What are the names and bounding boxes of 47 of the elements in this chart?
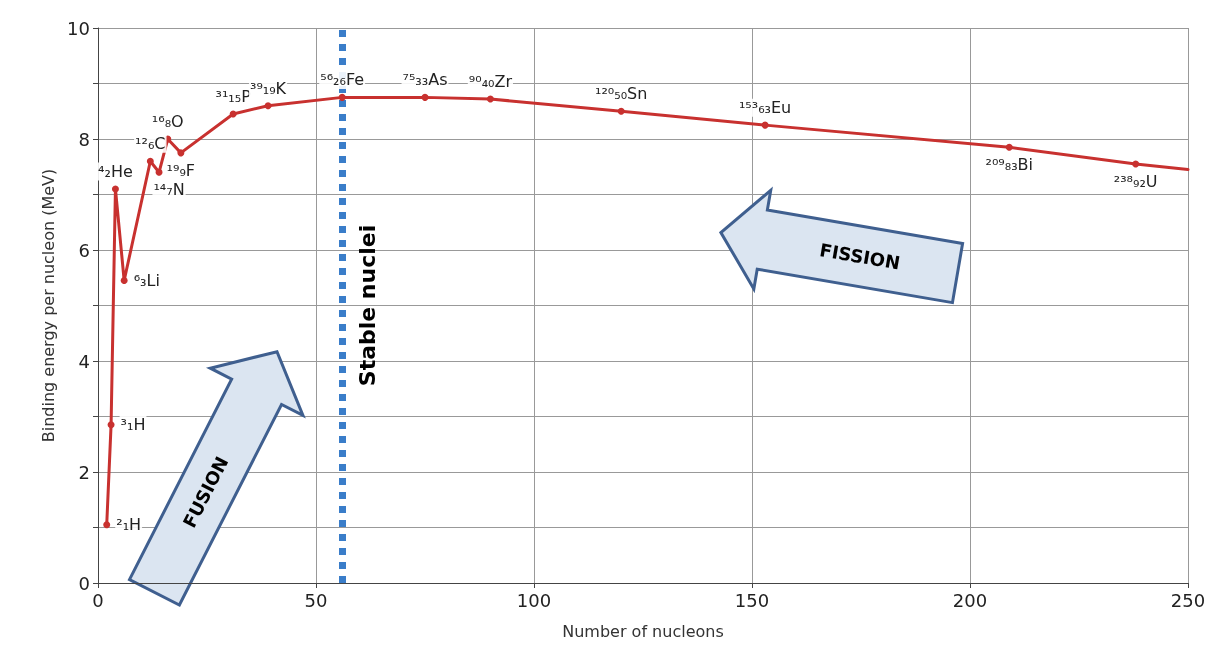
data-label: ²³⁸₉₂U (1113, 171, 1158, 191)
point (107, 421, 115, 429)
data-label: ²⁰⁹₈₃Bi (985, 155, 1033, 175)
y-tick-label: 10 (67, 17, 90, 39)
point (1005, 143, 1013, 151)
data-label: ³¹₁₅P (215, 87, 252, 107)
data-label: ³⁹₁₉K (249, 78, 287, 98)
y-tick-label: 2 (78, 461, 90, 483)
point (103, 521, 111, 529)
data-label: ¹⁶₈O (151, 112, 184, 131)
y-tick-label: 6 (78, 239, 90, 261)
data-label: ³₁H (120, 415, 146, 435)
point (111, 185, 119, 193)
x-tick-label: 50 (304, 589, 328, 611)
x-tick-label: 0 (92, 589, 104, 611)
point (264, 102, 272, 110)
data-label: ⁷⁵₃₃As (402, 70, 448, 90)
data-label: ⁵⁶₂₆Fe (320, 70, 365, 90)
point (617, 107, 625, 115)
data-label: ¹²₆C (135, 134, 166, 154)
y-tick-label: 8 (78, 128, 90, 150)
data-label: ⁶₃Li (133, 271, 160, 291)
data-label: ¹⁵³₆₃Eu (738, 98, 792, 118)
y-tick-label: 0 (78, 572, 90, 594)
x-tick-label: 100 (516, 589, 552, 611)
point (421, 93, 429, 101)
data-label: ⁴₂He (98, 161, 133, 181)
data-label: ¹²⁰₅₀Sn (595, 84, 648, 104)
y-tick-label: 4 (78, 350, 90, 372)
x-tick-label: 150 (734, 589, 770, 611)
point (120, 277, 128, 285)
annotation: FISSION (818, 239, 902, 274)
point (338, 93, 346, 101)
ref-line-label: Stable nuclei (354, 224, 380, 387)
point (146, 157, 154, 165)
data-label: ²₁H (116, 515, 142, 535)
point (177, 149, 185, 157)
point (1132, 160, 1140, 168)
y-axis-title: Binding energy per nucleon (MeV) (38, 168, 58, 443)
x-tick-label: 250 (1170, 589, 1206, 611)
x-tick-label: 200 (952, 589, 988, 611)
point (486, 95, 494, 103)
x-axis-title: Number of nucleons (562, 621, 724, 641)
data-label: ¹⁴₇N (153, 180, 185, 200)
point (155, 168, 163, 176)
data-label: ¹⁹₉F (166, 160, 196, 180)
data-label: ⁹⁰₄₀Zr (468, 72, 513, 92)
